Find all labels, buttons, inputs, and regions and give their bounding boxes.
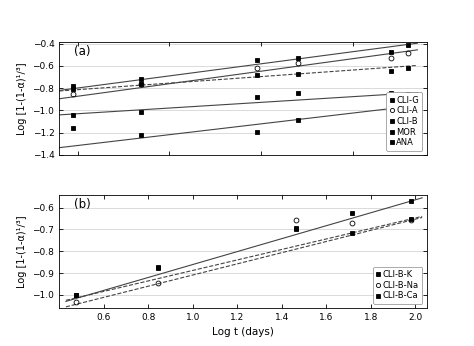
Y-axis label: Log [1-(1-α)¹∕³]: Log [1-(1-α)¹∕³]	[17, 215, 27, 288]
Text: (a): (a)	[74, 45, 91, 58]
Text: (b): (b)	[74, 198, 91, 211]
Y-axis label: Log [1-(1-α)¹∕³]: Log [1-(1-α)¹∕³]	[17, 62, 27, 135]
X-axis label: Log t (days): Log t (days)	[212, 327, 274, 337]
Legend: CLI-B-K, CLI-B-Na, CLI-B-Ca: CLI-B-K, CLI-B-Na, CLI-B-Ca	[373, 267, 422, 304]
Legend: CLI-G, CLI-A, CLI-B, MOR, ANA: CLI-G, CLI-A, CLI-B, MOR, ANA	[386, 92, 422, 151]
